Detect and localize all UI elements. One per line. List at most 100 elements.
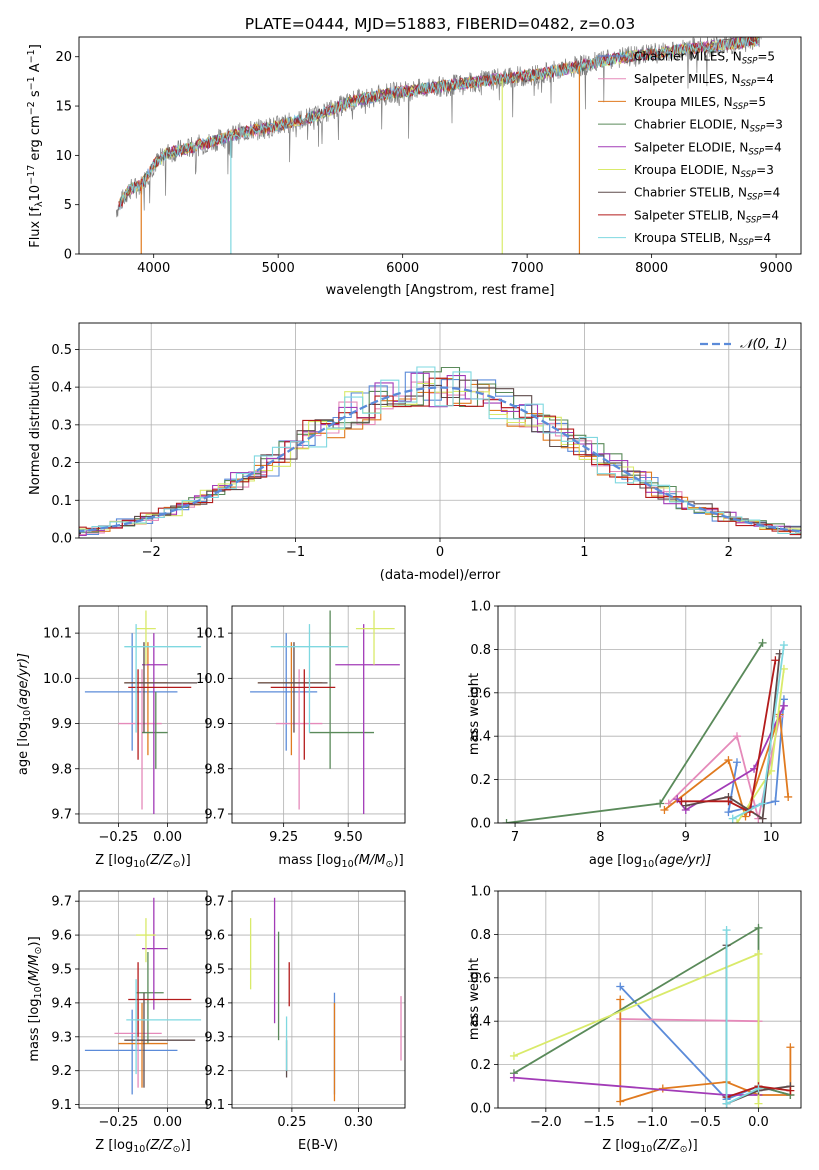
- y-tick-label: 9.8: [204, 762, 225, 777]
- x-tick-label: −0.5: [690, 1115, 722, 1130]
- x-tick-label: −0.25: [98, 830, 138, 845]
- y-axis-label: Flux [fλ10−17 erg cm−2 s−1 A−1]: [26, 44, 45, 248]
- weight-marker: [502, 819, 511, 823]
- y-tick-label: 9.9: [204, 717, 225, 732]
- y-tick-label: 15: [55, 100, 72, 115]
- y-tick-label: 9.7: [51, 895, 72, 910]
- weight-marker: [724, 756, 733, 765]
- panel-5: 7 8 9 10 0.0 0.2 0.4 0.6 0.8 1.0: [470, 600, 801, 845]
- panel-2: −2 −1 0 1 2 0.0 0.1 0.2 0.3 0.4 0.5: [51, 323, 801, 560]
- x-tick-label: 10: [763, 830, 780, 845]
- y-tick-label: 9.7: [204, 895, 225, 910]
- y-tick-label: 9.4: [204, 996, 225, 1011]
- weight-marker: [786, 1043, 795, 1052]
- x-tick-label: −0.25: [98, 1115, 138, 1130]
- x-tick-label: 7: [511, 830, 519, 845]
- x-tick-label: 0: [436, 545, 444, 560]
- y-tick-label: 9.5: [51, 962, 72, 977]
- y-tick-label: 9.5: [204, 962, 225, 977]
- weight-marker: [786, 1086, 795, 1095]
- weight-plot: [509, 923, 795, 1108]
- x-tick-label: 9.50: [334, 830, 363, 845]
- x-tick-label: −1.5: [583, 1115, 615, 1130]
- legend-label: 𝒩(0, 1): [740, 337, 787, 352]
- panel-frame: [231, 890, 406, 1109]
- panel-frame: [78, 322, 802, 539]
- weight-line: [727, 699, 785, 814]
- x-axis-label: Z [log10(Z/Z⊙)]: [95, 853, 190, 870]
- weight-marker: [771, 656, 780, 665]
- y-tick-label: 0.0: [470, 1102, 491, 1117]
- panel-frame: [78, 36, 802, 255]
- x-axis-label: (data-model)/error: [380, 568, 501, 583]
- panel-frame: [497, 890, 802, 1109]
- model-spectrum: [118, 37, 760, 211]
- y-tick-label: 0.6: [470, 686, 491, 701]
- panel-frame: [497, 605, 802, 824]
- y-tick-label: 9.6: [51, 929, 72, 944]
- y-tick-label: 0.4: [470, 730, 491, 745]
- spectrum-plot: [115, 37, 762, 254]
- panel-7: 0.25 0.30 9.1 9.2 9.3 9.4 9.5 9.6 9.7: [204, 891, 405, 1130]
- y-tick-label: 9.8: [51, 762, 72, 777]
- weight-marker: [741, 812, 750, 821]
- y-tick-label: 10.0: [43, 672, 72, 687]
- weight-marker: [732, 758, 741, 767]
- y-axis-label: mass [log10(M/M⊙)]: [27, 936, 44, 1061]
- weight-marker: [758, 799, 767, 808]
- spectrum-legend: Chabrier MILES, NSSP=5 Salpeter MILES, NS…: [598, 50, 783, 248]
- y-tick-label: 9.4: [51, 996, 72, 1011]
- weight-marker: [771, 797, 780, 806]
- weight-marker: [658, 1084, 667, 1093]
- weight-line: [513, 1076, 759, 1096]
- legend-label: Chabrier MILES, NSSP=5: [634, 50, 775, 67]
- weight-line: [681, 660, 777, 814]
- x-axis-label: Z [log10(Z/Z⊙)]: [602, 1138, 697, 1155]
- weight-marker: [779, 701, 788, 710]
- weight-marker: [724, 808, 733, 817]
- weight-marker: [758, 814, 767, 823]
- x-axis-label: age [log10(age/yr)]: [589, 853, 711, 870]
- panel-frame: [78, 605, 208, 824]
- errorbar-plot: [250, 610, 400, 814]
- y-tick-label: 0.0: [470, 817, 491, 832]
- legend-label: Kroupa MILES, NSSP=5: [634, 95, 766, 112]
- y-tick-label: 0.2: [470, 773, 491, 788]
- x-tick-label: 8000: [635, 261, 668, 276]
- weight-marker: [677, 797, 686, 806]
- y-tick-label: 5: [64, 198, 72, 213]
- legend-label: Salpeter ELODIE, NSSP=4: [634, 140, 782, 157]
- x-tick-label: 6000: [386, 261, 419, 276]
- x-axis-label: mass [log10(M/M⊙)]: [278, 853, 403, 870]
- y-axis-label: Normed distribution: [28, 365, 43, 495]
- legend-label: Chabrier STELIB, NSSP=4: [634, 186, 780, 203]
- y-tick-label: 0.6: [470, 971, 491, 986]
- errorbar-plot: [249, 897, 402, 1102]
- y-tick-label: 9.1: [51, 1098, 72, 1113]
- y-tick-label: 9.6: [204, 929, 225, 944]
- weight-line: [506, 642, 764, 823]
- panel-3: −0.25 0.00 9.7 9.8 9.9 10.0 10.1: [43, 606, 207, 845]
- legend-label: Salpeter MILES, NSSP=4: [634, 72, 774, 89]
- weight-marker: [754, 1099, 763, 1108]
- y-tick-label: 1.0: [470, 885, 491, 900]
- y-tick-label: 10.1: [43, 627, 72, 642]
- y-axis-label: age [log10(age/yr)]: [16, 653, 33, 775]
- panel-8: −2.0 −1.5 −1.0 −0.5 0.0 0.0 0.2 0.4 0.6 0.8 1.0: [470, 885, 801, 1130]
- y-tick-label: 9.2: [51, 1064, 72, 1079]
- y-tick-label: 1.0: [470, 600, 491, 615]
- legend-label: Chabrier ELODIE, NSSP=3: [634, 118, 783, 135]
- y-tick-label: 20: [55, 50, 72, 65]
- y-tick-label: 10.0: [196, 672, 225, 687]
- histogram-step: [79, 366, 801, 534]
- weight-marker: [754, 949, 763, 958]
- panel-frame: [231, 605, 406, 824]
- weight-marker: [616, 995, 625, 1004]
- weight-marker: [509, 1073, 518, 1082]
- y-tick-label: 0.4: [470, 1015, 491, 1030]
- y-tick-label: 0.4: [51, 381, 72, 396]
- weight-marker: [673, 795, 682, 804]
- x-tick-label: 1: [580, 545, 588, 560]
- y-tick-label: 0.8: [470, 643, 491, 658]
- weight-marker: [724, 797, 733, 806]
